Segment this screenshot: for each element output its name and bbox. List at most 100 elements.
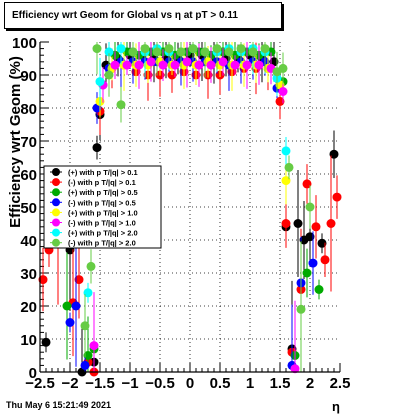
data-point — [254, 60, 264, 70]
data-point — [116, 100, 126, 110]
data-point — [83, 288, 93, 298]
data-point — [218, 57, 228, 67]
data-point — [188, 44, 198, 54]
legend-marker — [52, 178, 60, 187]
data-point — [293, 219, 303, 228]
data-point — [164, 44, 174, 54]
title-box: Efficiency wrt Geom for Global vs η at p… — [4, 2, 282, 29]
x-tick-label: −2 — [61, 375, 78, 392]
chart-title: Efficiency wrt Geom for Global vs η at p… — [12, 10, 238, 21]
x-tick-label: −1.5 — [85, 375, 115, 392]
data-point — [152, 47, 162, 57]
data-point — [278, 63, 288, 73]
data-point — [311, 222, 321, 232]
x-tick-label: −1 — [121, 375, 138, 392]
data-point — [128, 47, 138, 57]
y-tick-label: 40 — [20, 233, 37, 250]
data-point — [236, 44, 246, 54]
y-tick-label: 30 — [20, 266, 37, 283]
data-point — [302, 268, 312, 278]
data-point — [122, 60, 132, 70]
legend-label: (+) with p T/|q| > 0.5 — [68, 188, 138, 197]
data-point — [104, 70, 114, 80]
y-tick-label: 10 — [20, 332, 37, 349]
y-tick-label: 100 — [12, 35, 37, 52]
data-point — [224, 47, 234, 57]
data-point — [206, 60, 216, 70]
data-point — [74, 275, 84, 285]
data-point — [170, 60, 180, 70]
data-point — [302, 179, 312, 189]
data-point — [308, 258, 318, 268]
data-point — [95, 77, 105, 87]
data-point — [212, 44, 222, 54]
data-point — [230, 60, 240, 70]
y-tick-label: 70 — [20, 134, 37, 151]
data-point — [305, 232, 315, 242]
x-tick-label: 1.5 — [270, 375, 291, 392]
data-point — [110, 60, 120, 70]
y-tick-label: 0 — [29, 365, 37, 382]
data-point — [281, 146, 291, 156]
data-point — [320, 255, 330, 265]
y-tick-label: 20 — [20, 299, 37, 316]
data-point — [83, 351, 93, 360]
data-point — [116, 44, 126, 54]
legend-label: (+) with p T/|q| > 0.1 — [68, 168, 138, 177]
legend-box — [43, 165, 162, 249]
data-point — [314, 285, 324, 294]
data-point — [182, 57, 192, 67]
data-point — [194, 60, 204, 70]
data-point — [290, 364, 300, 374]
y-axis-label: Efficiency wrt Geom (%) — [7, 56, 24, 228]
data-point — [284, 162, 294, 172]
data-point — [71, 301, 81, 311]
x-tick-label: 2 — [306, 375, 314, 392]
data-point — [41, 337, 51, 347]
y-tick-label: 60 — [20, 167, 37, 184]
data-point — [89, 341, 99, 351]
x-tick-label: 0 — [186, 375, 194, 392]
x-tick-label: −0.5 — [145, 375, 175, 392]
legend-marker — [52, 208, 60, 217]
y-tick-label: 50 — [20, 200, 37, 217]
data-point — [176, 47, 186, 57]
data-point — [80, 321, 90, 331]
legend-marker — [52, 238, 60, 247]
y-tick-label: 90 — [20, 68, 37, 85]
data-point — [86, 261, 96, 271]
data-point — [92, 143, 102, 153]
data-point — [281, 219, 291, 228]
legend-marker — [52, 198, 60, 207]
datestamp: Thu May 6 15:21:49 2021 — [6, 400, 112, 410]
legend-marker — [52, 218, 60, 227]
legend-label: (+) with p T/|q| > 1.0 — [68, 208, 138, 217]
x-tick-label: −2.5 — [25, 375, 55, 392]
data-point — [275, 96, 285, 106]
data-point — [146, 57, 156, 67]
x-tick-label: 2.5 — [330, 375, 351, 392]
data-point — [296, 304, 306, 314]
data-point — [278, 87, 288, 96]
data-point — [242, 60, 252, 70]
legend-marker — [52, 188, 60, 197]
legend-marker — [52, 168, 60, 176]
data-point — [134, 60, 144, 70]
x-tick-label: 0.5 — [210, 375, 231, 392]
data-point — [62, 301, 72, 311]
data-point — [248, 47, 258, 57]
legend-label: (-) with p T/|q| > 0.5 — [68, 198, 136, 207]
legend-label: (-) with p T/|q| > 2.0 — [68, 239, 136, 248]
data-point — [317, 238, 327, 248]
legend-marker — [52, 228, 60, 237]
data-point — [326, 219, 336, 228]
legend-label: (-) with p T/|q| > 1.0 — [68, 219, 136, 228]
data-point — [140, 44, 150, 54]
data-point — [200, 47, 210, 57]
data-point — [38, 275, 48, 285]
data-point — [92, 44, 102, 54]
data-point — [104, 47, 114, 57]
x-axis-label: η — [332, 399, 340, 414]
data-point — [80, 360, 90, 370]
